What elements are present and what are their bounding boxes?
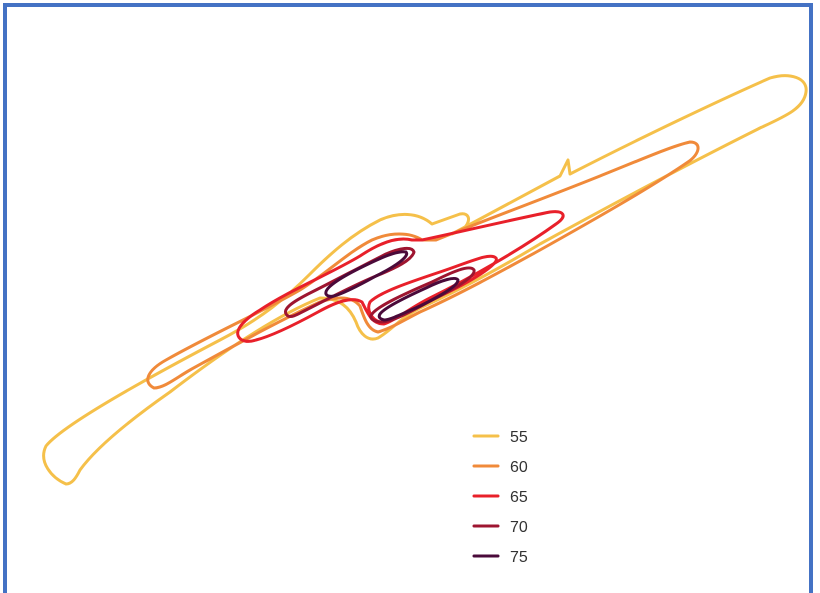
legend-label-65: 65: [510, 489, 528, 506]
contour-level-65: [236, 210, 565, 343]
legend-label-70: 70: [510, 519, 528, 536]
contour-level-70-upper: [284, 246, 416, 318]
legend: 55 60 65 70 75: [472, 429, 528, 566]
contour-level-65-lobe: [367, 254, 498, 324]
legend-label-55: 55: [510, 429, 528, 446]
contour-lines: [42, 74, 808, 486]
contour-level-75-lower: [377, 276, 460, 322]
contour-level-60: [146, 140, 700, 390]
legend-label-75: 75: [510, 549, 528, 566]
contour-level-75-upper: [324, 250, 409, 298]
legend-label-60: 60: [510, 459, 528, 476]
contour-level-70-lower: [369, 266, 476, 324]
contour-level-55: [42, 74, 808, 486]
